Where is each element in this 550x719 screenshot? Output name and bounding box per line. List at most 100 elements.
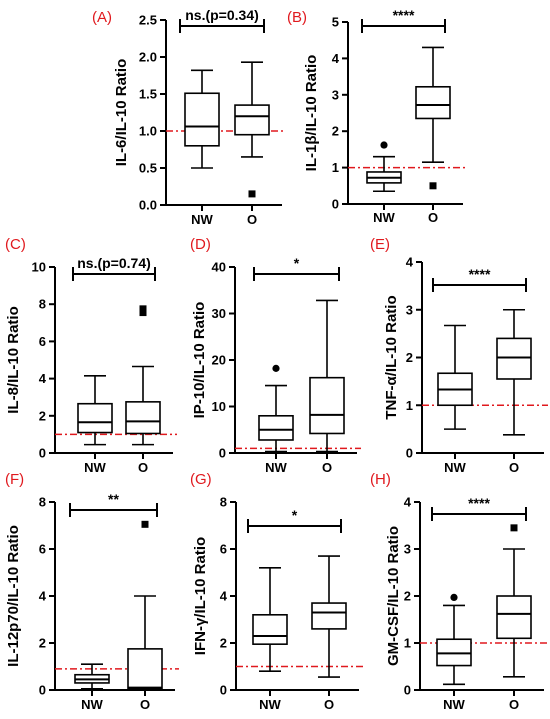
x-tick-label: O (140, 697, 150, 712)
chart-panel: (C) 0 2 4 6 8 10 IL-8/IL-10 Ratio NW Ons.(p=0.74) (5, 236, 177, 475)
significance-label: **** (469, 266, 491, 282)
panel-letter: (D) (190, 236, 211, 253)
y-tick-label: 40 (212, 260, 226, 275)
significance-label: ns.(p=0.74) (77, 255, 151, 271)
significance-label: **** (393, 7, 415, 23)
y-tick-label: 6 (39, 542, 46, 557)
y-tick-label: 0 (332, 197, 339, 212)
y-tick-label: 3 (406, 302, 413, 317)
box-iqr (184, 92, 220, 147)
y-tick-label: 3 (404, 542, 411, 557)
panel-letter: (A) (92, 9, 112, 26)
panel-letter: (E) (370, 236, 390, 253)
x-tick-label: NW (444, 460, 466, 475)
y-tick-label: 3 (332, 87, 339, 102)
y-axis-label: TNF-α/IL-10 Ratio (383, 295, 400, 419)
y-tick-label: 0.0 (139, 198, 157, 213)
y-tick-label: 10 (32, 260, 46, 275)
outlier-point (139, 309, 147, 317)
box-iqr (77, 402, 113, 434)
y-axis-label: GM-CSF/IL-10 Ratio (385, 526, 402, 666)
x-tick-label: O (322, 460, 332, 475)
box-iqr (234, 104, 270, 136)
y-tick-label: 20 (212, 353, 226, 368)
panel-letter: (H) (370, 471, 391, 488)
box-iqr (496, 337, 532, 380)
chart-panel: (E) 0 1 2 3 4 TNF-α/IL-10 Ratio NW O **** (370, 236, 548, 475)
significance-label: **** (468, 495, 490, 511)
outlier-point (380, 141, 388, 149)
y-tick-label: 4 (404, 495, 412, 510)
box-iqr (258, 414, 294, 441)
x-tick-label: O (509, 697, 519, 712)
x-tick-label: NW (443, 697, 465, 712)
x-tick-label: NW (259, 697, 281, 712)
y-tick-label: 8 (39, 495, 46, 510)
box-iqr (252, 613, 288, 645)
y-axis-label: IL-8/IL-10 Ratio (5, 306, 22, 414)
y-tick-label: 1 (406, 398, 413, 413)
y-tick-label: 1.0 (139, 124, 157, 139)
x-tick-label: NW (191, 212, 213, 227)
x-tick-label: NW (81, 697, 103, 712)
y-tick-label: 2.5 (139, 13, 157, 28)
y-tick-label: 2 (404, 589, 411, 604)
y-tick-label: 2 (220, 636, 227, 651)
chart-panel: (F) 0 2 4 6 8 IL-12p70/IL-10 Ratio NW O ** (5, 471, 179, 712)
y-tick-label: 8 (39, 297, 46, 312)
box-iqr (127, 648, 163, 690)
y-tick-label: 1 (332, 160, 339, 175)
y-tick-label: 10 (212, 399, 226, 414)
y-tick-label: 1 (404, 636, 411, 651)
box-iqr (496, 595, 532, 640)
y-tick-label: 0.5 (139, 161, 157, 176)
significance-label: ns.(p=0.34) (185, 7, 259, 23)
outlier-point (141, 520, 149, 528)
chart-panel: (B) 0 1 2 3 4 5 IL-1β/IL-10 Ratio NW O **** (287, 7, 467, 225)
y-tick-label: 0 (406, 446, 413, 461)
panel-letter: (G) (190, 471, 212, 488)
y-axis-label: IFN-γ/IL-10 Ratio (192, 537, 209, 655)
panel-letter: (B) (287, 9, 307, 26)
y-tick-label: 6 (220, 542, 227, 557)
chart-panel: (A) 0.0 0.5 1.0 1.5 2.0 2.5 IL-6/IL-10 Ratio NW O… (92, 7, 286, 227)
y-axis-label: IL-6/IL-10 Ratio (113, 59, 130, 167)
x-tick-label: O (247, 212, 257, 227)
y-tick-label: 4 (39, 371, 47, 386)
y-tick-label: 0 (39, 683, 46, 698)
y-tick-label: 0 (220, 683, 227, 698)
outlier-point (510, 524, 518, 532)
y-tick-label: 5 (332, 15, 339, 30)
y-axis-label: IP-10/IL-10 Ratio (191, 302, 208, 419)
box-iqr (311, 602, 347, 630)
x-tick-label: O (138, 460, 148, 475)
significance-label: * (292, 507, 298, 523)
chart-panel: (G) 0 2 4 6 8 IFN-γ/IL-10 Ratio NW O * (190, 471, 363, 712)
panel-letter: (F) (5, 471, 24, 488)
outlier-point (272, 364, 280, 372)
y-tick-label: 4 (39, 589, 47, 604)
box-iqr (309, 376, 345, 435)
y-tick-label: 0 (39, 446, 46, 461)
y-tick-label: 2 (332, 124, 339, 139)
chart-panel: (D) 0 10 20 30 40 IP-10/IL-10 Ratio NW O * (190, 236, 361, 475)
outlier-point (248, 190, 256, 198)
significance-label: ** (108, 491, 119, 507)
x-tick-label: O (324, 697, 334, 712)
y-tick-label: 0 (219, 446, 226, 461)
panel-letter: (C) (5, 236, 26, 253)
y-tick-label: 1.5 (139, 87, 157, 102)
y-tick-label: 8 (220, 495, 227, 510)
y-tick-label: 6 (39, 334, 46, 349)
y-tick-label: 2 (39, 636, 46, 651)
y-tick-label: 2 (39, 408, 46, 423)
y-tick-label: 2.0 (139, 50, 157, 65)
x-tick-label: O (428, 210, 438, 225)
y-tick-label: 4 (406, 255, 414, 270)
x-tick-label: NW (265, 460, 287, 475)
x-tick-label: NW (373, 210, 395, 225)
y-axis-label: IL-12p70/IL-10 Ratio (5, 525, 22, 667)
y-tick-label: 4 (332, 51, 340, 66)
x-tick-label: O (509, 460, 519, 475)
